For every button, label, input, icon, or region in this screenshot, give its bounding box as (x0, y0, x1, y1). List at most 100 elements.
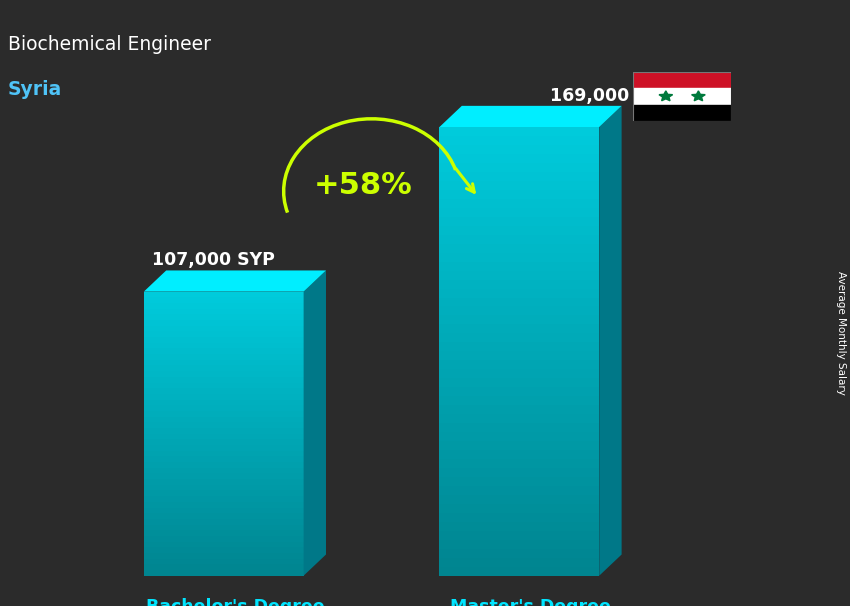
Polygon shape (439, 387, 599, 396)
Polygon shape (439, 333, 599, 342)
Polygon shape (439, 567, 599, 576)
Bar (633, 72, 731, 88)
Polygon shape (144, 308, 303, 315)
Polygon shape (439, 558, 599, 567)
Polygon shape (144, 525, 303, 530)
Polygon shape (144, 416, 303, 422)
Polygon shape (144, 468, 303, 473)
Polygon shape (144, 394, 303, 399)
Polygon shape (144, 490, 303, 496)
Polygon shape (439, 253, 599, 262)
Polygon shape (439, 522, 599, 531)
Polygon shape (144, 365, 303, 371)
Polygon shape (144, 325, 303, 331)
Polygon shape (144, 428, 303, 434)
Polygon shape (439, 378, 599, 387)
Polygon shape (439, 441, 599, 450)
Polygon shape (439, 495, 599, 504)
Text: 107,000 SYP: 107,000 SYP (152, 251, 275, 269)
Polygon shape (144, 445, 303, 451)
Polygon shape (439, 154, 599, 163)
Polygon shape (144, 377, 303, 382)
Text: Bachelor's Degree: Bachelor's Degree (145, 598, 324, 606)
Text: Master's Degree: Master's Degree (450, 598, 611, 606)
Polygon shape (144, 462, 303, 468)
Polygon shape (144, 473, 303, 479)
Polygon shape (144, 315, 303, 320)
Polygon shape (439, 106, 621, 127)
Polygon shape (439, 271, 599, 279)
Bar (633, 88, 731, 105)
Polygon shape (144, 348, 303, 354)
Polygon shape (144, 291, 303, 298)
Text: Biochemical Engineer: Biochemical Engineer (8, 35, 211, 54)
Polygon shape (439, 540, 599, 549)
Polygon shape (439, 450, 599, 459)
Polygon shape (144, 479, 303, 485)
Polygon shape (439, 127, 599, 136)
Polygon shape (439, 316, 599, 324)
Polygon shape (439, 369, 599, 378)
Polygon shape (144, 411, 303, 416)
Polygon shape (144, 360, 303, 365)
Polygon shape (439, 262, 599, 271)
Polygon shape (439, 468, 599, 477)
Polygon shape (144, 513, 303, 519)
Polygon shape (439, 486, 599, 495)
Polygon shape (439, 136, 599, 145)
Polygon shape (144, 422, 303, 428)
Polygon shape (144, 270, 326, 291)
Polygon shape (144, 536, 303, 542)
Polygon shape (144, 559, 303, 564)
Polygon shape (439, 351, 599, 361)
Polygon shape (144, 507, 303, 513)
Polygon shape (144, 337, 303, 343)
Polygon shape (144, 388, 303, 394)
Polygon shape (439, 181, 599, 190)
Polygon shape (144, 303, 303, 308)
Polygon shape (144, 553, 303, 559)
Polygon shape (439, 405, 599, 414)
Polygon shape (439, 217, 599, 226)
Polygon shape (439, 298, 599, 307)
Text: 169,000 SYP: 169,000 SYP (550, 87, 672, 105)
Polygon shape (144, 496, 303, 502)
Polygon shape (439, 504, 599, 513)
Polygon shape (144, 320, 303, 325)
Polygon shape (439, 396, 599, 405)
Polygon shape (144, 547, 303, 553)
Polygon shape (439, 235, 599, 244)
Polygon shape (439, 226, 599, 235)
Polygon shape (144, 354, 303, 360)
Polygon shape (439, 531, 599, 540)
Text: +58%: +58% (314, 171, 413, 200)
Polygon shape (144, 434, 303, 439)
Polygon shape (439, 432, 599, 441)
Polygon shape (144, 519, 303, 525)
Polygon shape (439, 190, 599, 199)
Bar (633, 105, 731, 121)
Polygon shape (439, 414, 599, 423)
Polygon shape (439, 288, 599, 298)
Polygon shape (144, 298, 303, 303)
Polygon shape (439, 145, 599, 154)
Polygon shape (144, 542, 303, 547)
Polygon shape (144, 570, 303, 576)
Polygon shape (144, 502, 303, 507)
Polygon shape (439, 361, 599, 369)
Polygon shape (439, 199, 599, 208)
Polygon shape (144, 456, 303, 462)
Polygon shape (439, 423, 599, 432)
Text: Syria: Syria (8, 79, 62, 99)
Polygon shape (144, 451, 303, 456)
Polygon shape (659, 91, 672, 101)
Polygon shape (144, 343, 303, 348)
Polygon shape (439, 307, 599, 316)
Polygon shape (144, 405, 303, 411)
Polygon shape (144, 371, 303, 377)
Text: Average Monthly Salary: Average Monthly Salary (836, 271, 846, 395)
Polygon shape (144, 530, 303, 536)
Polygon shape (144, 399, 303, 405)
Polygon shape (439, 208, 599, 217)
Polygon shape (439, 279, 599, 288)
